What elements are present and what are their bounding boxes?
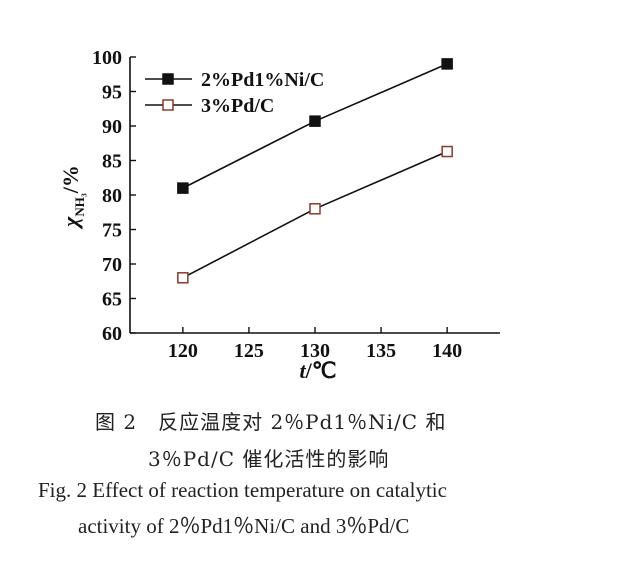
caption-en-line2: activity of 2％Pd1％Ni/C and 3％Pd/C	[78, 514, 410, 538]
legend-marker	[162, 73, 174, 85]
legend-label: 2%Pd1%Ni/C	[201, 69, 324, 91]
caption-cn-line2: 3％Pd/C 催化活性的影响	[148, 447, 390, 471]
x-axis-label-symbol: t	[300, 358, 307, 383]
x-axis-label-unit: /℃	[305, 358, 337, 383]
x-tick-label: 125	[234, 340, 264, 362]
line-chart: 60 65 70 75 80 85 90 95 100 120 125 130 135 140 2%Pd…	[58, 47, 500, 383]
y-tick-label: 65	[102, 289, 122, 311]
caption-en-line1: Fig. 2 Effect of reaction temperature on…	[38, 478, 447, 502]
y-tick-label: 100	[92, 47, 122, 69]
series-line-2	[182, 150, 448, 279]
y-axis-label-symbol: χ	[58, 216, 83, 230]
y-tick-label: 90	[102, 116, 122, 138]
y-axis-ticks: 60 65 70 75 80 85 90 95 100	[92, 47, 136, 345]
x-axis-label: t/℃	[300, 358, 337, 383]
caption-cn-line1: 图 2 反应温度对 2％Pd1％Ni/C 和	[95, 410, 447, 434]
data-point-marker	[441, 145, 453, 158]
legend: 2%Pd1%Ni/C 3%Pd/C	[145, 69, 324, 117]
data-point-marker	[441, 58, 453, 70]
y-tick-label: 95	[102, 82, 122, 104]
y-tick-label: 70	[102, 254, 122, 276]
data-point-marker	[177, 182, 189, 194]
y-axis-label-subscript: NH₃	[72, 193, 87, 217]
y-tick-label: 75	[102, 220, 122, 242]
y-tick-label: 85	[102, 151, 122, 173]
legend-label: 3%Pd/C	[201, 95, 274, 117]
data-point-marker	[177, 272, 189, 284]
x-tick-label: 120	[168, 340, 198, 362]
x-tick-label: 135	[366, 340, 396, 362]
data-point-marker	[309, 115, 321, 127]
x-tick-label: 130	[300, 340, 330, 362]
y-tick-label: 60	[102, 323, 122, 345]
data-point-marker	[309, 203, 321, 215]
axes	[129, 57, 500, 334]
legend-marker	[162, 99, 174, 111]
y-tick-label: 80	[102, 185, 122, 207]
x-axis-ticks: 120 125 130 135 140	[168, 327, 462, 362]
series-markers	[177, 58, 453, 284]
y-axis-label: χNH₃/%	[58, 165, 87, 230]
x-tick-label: 140	[432, 340, 462, 362]
y-axis-label-unit: /%	[58, 165, 83, 194]
